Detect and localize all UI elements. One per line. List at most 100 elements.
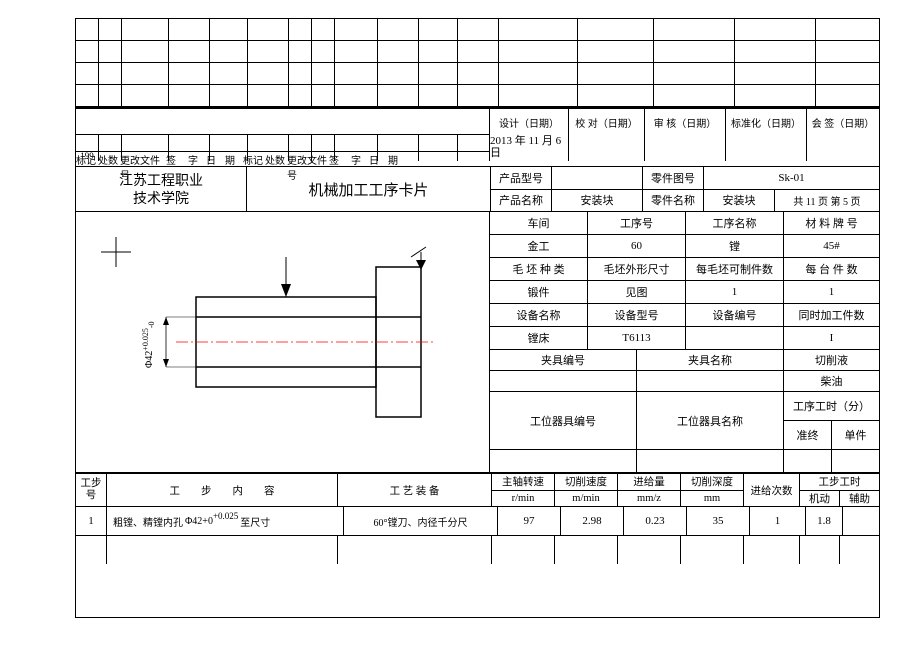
setup-time-label: 准终	[784, 421, 832, 449]
step1-speed: 97	[498, 507, 561, 535]
op-time-label: 工序工时（分）	[784, 392, 879, 421]
per-unit: 1	[784, 281, 879, 303]
dim-label: Φ42+0.025-0	[144, 322, 155, 369]
part-no-label: 零件图号	[643, 167, 704, 189]
rev-h4: 签	[166, 152, 188, 166]
rev-h7: 期	[225, 152, 243, 166]
design-date-label: 设计（日期）	[490, 109, 569, 135]
check-date-label: 校 对（日期）	[569, 109, 645, 135]
station-tool-name-label: 工位器具名称	[637, 392, 784, 449]
rev-h12: 字	[351, 152, 369, 166]
equip-model: T6113	[588, 327, 686, 349]
opnum-label: 工序号	[588, 212, 686, 234]
drawing-area: Φ42+0.025-0	[76, 212, 490, 472]
workshop-label: 车间	[490, 212, 588, 234]
sheet-frame: 设计（日期） 校 对（日期） 审 核（日期） 标准化（日期） 会 签（日期） 1…	[75, 18, 880, 618]
rev-h11: 签	[329, 152, 351, 166]
blank-type: 锻件	[490, 281, 588, 303]
title-row: 江苏工程职业 技术学院 机械加工工序卡片 产品型号 零件图号 Sk-01 产品名…	[76, 166, 879, 211]
product-name-label: 产品名称	[491, 190, 552, 212]
equip-no-label: 设备编号	[686, 304, 784, 326]
fixture-no	[490, 371, 637, 391]
equip-no	[686, 327, 784, 349]
depth-h: 切削深度	[681, 474, 743, 491]
rev-h2: 处数	[98, 152, 120, 166]
opname-label: 工序名称	[686, 212, 784, 234]
steptime-l: 机动	[800, 491, 840, 507]
material: 45#	[784, 235, 879, 257]
fixture-no-label: 夹具编号	[490, 350, 637, 370]
blank-dim: 见图	[588, 281, 686, 303]
equip-name-label: 设备名称	[490, 304, 588, 326]
rev-h5: 字	[188, 152, 206, 166]
product-model-label: 产品型号	[491, 167, 552, 189]
opname: 镗	[686, 235, 784, 257]
vel-unit: m/min	[555, 491, 617, 507]
std-date-label: 标准化（日期）	[726, 109, 807, 135]
vel-h: 切削速度	[555, 474, 617, 491]
material-label: 材 料 牌 号	[784, 212, 879, 234]
rev-h10: 更改文件号	[287, 152, 329, 166]
step1-depth: 35	[687, 507, 750, 535]
coolant-label: 切削液	[784, 350, 879, 370]
speed-unit: r/min	[492, 491, 554, 507]
station-tool-no-label: 工位器具编号	[490, 392, 637, 449]
revision-grid	[76, 19, 879, 109]
part-no: Sk-01	[704, 167, 879, 189]
unit-time-label: 单件	[832, 421, 879, 449]
steptime-r: 辅助	[840, 491, 879, 507]
coolant: 柴油	[784, 371, 879, 391]
per-unit-label: 每 台 件 数	[784, 258, 879, 280]
org-name: 江苏工程职业 技术学院	[76, 167, 247, 211]
step-row-empty	[76, 536, 879, 564]
step1-time-l: 1.8	[806, 507, 843, 535]
per-blank: 1	[686, 281, 784, 303]
step-equip-h: 工 艺 装 备	[338, 474, 492, 506]
design-header-row: 设计（日期） 校 对（日期） 审 核（日期） 标准化（日期） 会 签（日期）	[76, 109, 879, 135]
step1-equip: 60°镗刀、内径千分尺	[344, 507, 498, 535]
design-date: 2013 年 11 月 6 日	[490, 135, 569, 161]
page-string: 共 11 页 第 5 页	[775, 190, 879, 212]
blank-dim-label: 毛坯外形尺寸	[588, 258, 686, 280]
step1-time-r	[843, 507, 879, 535]
rev-h13: 日	[369, 152, 388, 166]
feed-h: 进给量	[618, 474, 680, 491]
station-tool-no	[490, 450, 637, 472]
speed-h: 主轴转速	[492, 474, 554, 491]
fixture-name	[637, 371, 784, 391]
card-title: 机械加工工序卡片	[247, 167, 491, 211]
equip-model-label: 设备型号	[588, 304, 686, 326]
info-grid: 车间 工序号 工序名称 材 料 牌 号 金工 60 镗 45# 毛 坯 种 类 …	[490, 212, 879, 472]
setup-time	[784, 450, 832, 472]
step1-feed: 0.23	[624, 507, 687, 535]
step-row-1: 1 粗镗、精镗内孔 Φ42+0 +0.025 至尺寸 60°镗刀、内径千分尺 9…	[76, 507, 879, 536]
rev-h1: 标记	[76, 152, 98, 166]
feed-unit: mm/z	[618, 491, 680, 507]
depth-unit: mm	[681, 491, 743, 507]
step1-content: 粗镗、精镗内孔 Φ42+0 +0.025 至尺寸	[107, 507, 344, 535]
step-no-h: 工步 号	[76, 474, 107, 506]
rev-h3: 更改文件号	[120, 152, 166, 166]
step-header: 工步 号 工 步 内 容 工 艺 装 备 主轴转速r/min 切削速度m/min…	[76, 472, 879, 507]
blank-type-label: 毛 坯 种 类	[490, 258, 588, 280]
sign-date-label: 会 签（日期）	[807, 109, 879, 135]
fixture-name-label: 夹具名称	[637, 350, 784, 370]
step1-vel: 2.98	[561, 507, 624, 535]
station-tool-name	[637, 450, 784, 472]
per-blank-label: 每毛坯可制件数	[686, 258, 784, 280]
step1-passes: 1	[750, 507, 806, 535]
product-name: 安装块	[552, 190, 643, 212]
audit-date-label: 审 核（日期）	[645, 109, 726, 135]
product-model	[552, 167, 643, 189]
equip-name: 镗床	[490, 327, 588, 349]
part-name: 安装块	[704, 190, 775, 212]
part-name-label: 零件名称	[643, 190, 704, 212]
step1-no: 1	[76, 507, 107, 535]
part-drawing	[76, 212, 489, 472]
rev-h14: 期	[388, 152, 489, 166]
unit-time	[832, 450, 879, 472]
mid-section: Φ42+0.025-0 车间 工序号 工序名称 材 料 牌 号 金工 60 镗 …	[76, 211, 879, 472]
steptime-h: 工步工时	[800, 474, 879, 491]
simul: I	[784, 327, 879, 349]
workshop: 金工	[490, 235, 588, 257]
